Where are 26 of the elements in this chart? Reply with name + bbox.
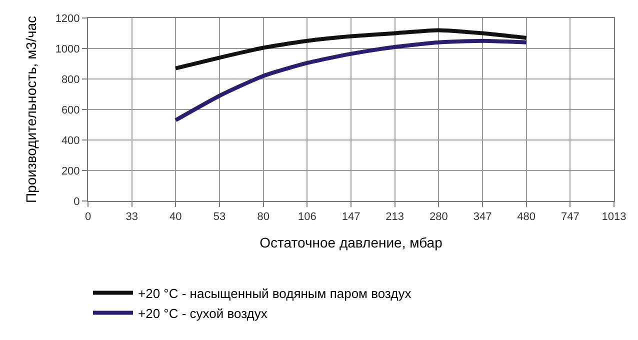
line-series	[174, 28, 528, 70]
x-tick-label: 747	[560, 211, 580, 224]
y-axis-title: Производительность, м3/час	[22, 16, 39, 204]
line-series	[174, 38, 528, 122]
x-tick-label: 53	[213, 211, 226, 224]
x-tick-label: 33	[126, 211, 138, 224]
y-tick-label: 800	[61, 74, 80, 86]
x-tick-label: 0	[84, 211, 92, 224]
x-tick-label: 106	[298, 211, 316, 224]
x-tick-label: 213	[386, 211, 404, 224]
y-tick-label: 1200	[55, 12, 80, 25]
x-tick-label: 1013	[602, 211, 626, 224]
y-tick-label: 400	[61, 134, 80, 147]
legend-label: +20 °C - насыщенный водяным паром воздух	[138, 286, 412, 301]
x-tick-label: 347	[473, 211, 492, 224]
x-axis-title: Остаточное давление, мбар	[260, 234, 443, 250]
y-tick-label: 0	[74, 196, 80, 208]
legend-label: +20 °C - сухой воздух	[138, 306, 268, 321]
x-tick-label: 40	[170, 211, 182, 224]
x-tick-label: 480	[517, 211, 536, 224]
x-tick-label: 80	[257, 211, 270, 224]
y-tick-label: 1000	[55, 43, 80, 56]
y-tick-label: 200	[61, 165, 80, 178]
x-tick-label: 280	[429, 211, 448, 224]
y-tick-label: 600	[61, 104, 80, 116]
x-tick-label: 147	[342, 211, 360, 224]
